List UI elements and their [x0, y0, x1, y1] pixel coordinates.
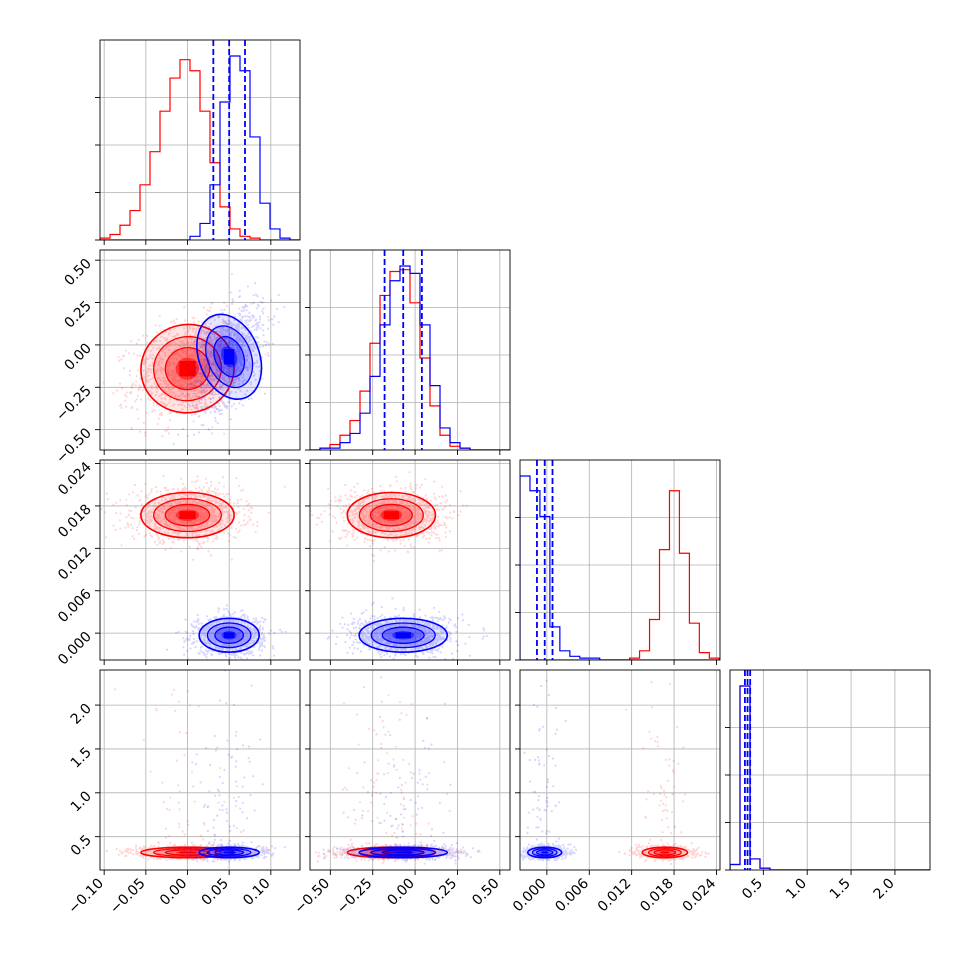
x-tick-label: 0.018 — [637, 876, 677, 916]
density-peak — [383, 851, 400, 854]
density-peak — [395, 851, 411, 854]
y-tick-label: 0.25 — [61, 298, 94, 331]
density-peak — [223, 632, 235, 639]
plot-area — [102, 272, 286, 445]
plot-area — [520, 460, 720, 660]
y-tick-label: 0.00 — [61, 340, 94, 373]
y-tick-label: 0.5 — [68, 832, 95, 859]
histogram-red — [310, 269, 510, 450]
panel-frame — [519, 459, 721, 661]
hist-panel-1 — [305, 249, 511, 455]
x-tick-label: 0.012 — [595, 876, 635, 916]
y-tick-label: 0.012 — [55, 544, 95, 584]
histogram-blue — [310, 265, 510, 450]
panel-frame — [99, 39, 301, 241]
plot-area — [310, 471, 488, 660]
y-tick-label: 2.0 — [68, 701, 95, 728]
sample-points — [618, 681, 710, 866]
y-tick-label: 0.024 — [55, 459, 95, 499]
density-peak — [179, 851, 196, 854]
histogram-red — [520, 490, 720, 660]
density-peak — [179, 511, 196, 520]
scatter-panel-3-1: −0.50 −0.25 0.00 0.25 0.50 — [292, 669, 511, 918]
plot-area — [520, 679, 710, 866]
x-tick-label: 1.5 — [827, 876, 854, 903]
density-peak — [383, 511, 400, 520]
y-tick-label: 0.018 — [55, 501, 95, 541]
plot-area — [100, 670, 286, 863]
histogram-blue — [100, 55, 300, 240]
panel-frame — [309, 459, 511, 661]
plot-area — [730, 670, 930, 870]
plot-area — [314, 676, 481, 865]
y-tick-label: 0.50 — [61, 256, 94, 289]
x-tick-label: 0.00 — [385, 876, 418, 909]
hist-panel-0 — [95, 39, 301, 245]
density-peak — [395, 632, 411, 639]
x-tick-label: −0.10 — [65, 876, 107, 918]
x-tick-label: 0.006 — [552, 875, 592, 915]
x-tick-label: 0.5 — [739, 876, 766, 903]
panel-frame — [519, 669, 721, 871]
x-tick-label: 0.25 — [427, 876, 460, 909]
y-tick-label: −0.50 — [53, 425, 95, 467]
histogram-red — [730, 685, 930, 870]
panel-frame — [99, 669, 301, 871]
histogram-blue — [730, 685, 930, 870]
sample-points — [173, 670, 286, 863]
scatter-panel-1-0: −0.50−0.25 0.00 0.25 0.50 — [53, 249, 301, 467]
density-peak — [179, 360, 196, 377]
x-tick-label: 1.0 — [783, 876, 810, 903]
scatter-panel-3-0: −0.10 −0.05 0.00 0.05 0.10 0.5 1.0 1.5 2.0 — [65, 669, 301, 918]
sample-points — [316, 700, 481, 865]
hist-panel-3: 0.5 1.0 1.5 2.0 — [725, 669, 931, 903]
histogram-red — [100, 59, 300, 240]
panel-frame — [99, 249, 301, 451]
x-tick-label: −0.05 — [107, 876, 149, 918]
density-peak — [223, 851, 235, 854]
panel-frame — [309, 669, 511, 871]
x-tick-label: 0.50 — [469, 876, 502, 909]
x-tick-label: −0.25 — [334, 876, 376, 918]
scatter-panel-2-1 — [305, 459, 511, 665]
y-tick-label: 0.006 — [55, 586, 95, 626]
panel-frame — [729, 669, 931, 871]
hist-panel-2 — [515, 459, 721, 665]
x-tick-label: 2.0 — [871, 876, 898, 903]
density-peak — [660, 851, 669, 854]
x-tick-label: 0.10 — [240, 876, 273, 909]
x-tick-label: 0.00 — [157, 876, 190, 909]
x-tick-label: 0.000 — [510, 876, 550, 916]
panel-frame — [99, 459, 301, 661]
scatter-panel-3-2: 0.000 0.006 0.012 0.018 0.024 — [510, 669, 721, 916]
x-tick-label: −0.50 — [292, 876, 334, 918]
y-tick-label: 1.5 — [68, 744, 95, 771]
plot-area — [310, 250, 510, 450]
x-tick-label: 0.05 — [199, 876, 232, 909]
y-tick-label: −0.25 — [53, 383, 95, 425]
density-peak — [541, 851, 548, 854]
histogram-blue — [520, 475, 720, 660]
y-tick-label: 0.000 — [55, 629, 95, 669]
x-tick-label: 0.024 — [680, 875, 720, 915]
plot-area — [100, 40, 300, 240]
density-peak — [223, 349, 235, 365]
panel-frame — [309, 249, 511, 451]
y-tick-label: 1.0 — [68, 788, 95, 815]
plot-area — [100, 475, 287, 660]
